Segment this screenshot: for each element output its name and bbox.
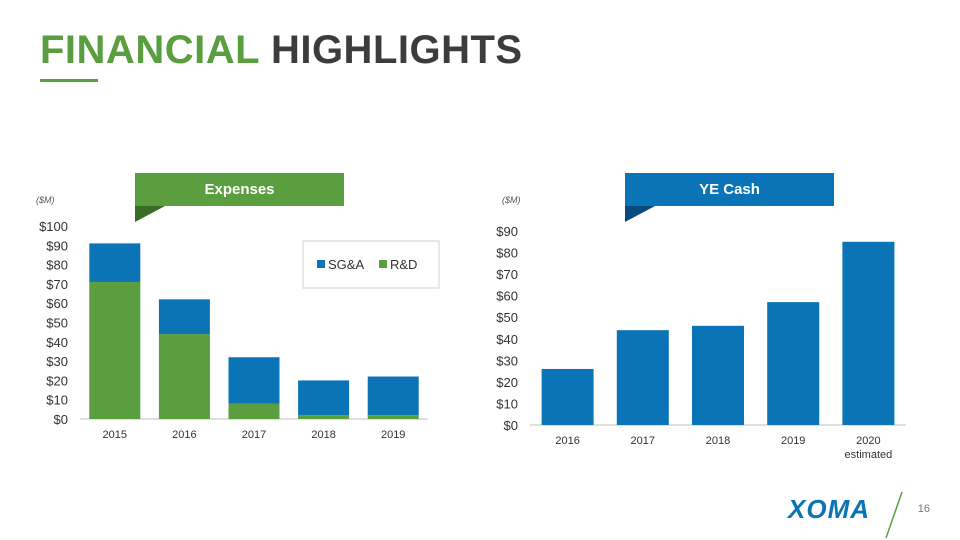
cash-xtick-label: 2017 [631,435,655,447]
cash-ytick-label: $90 [496,224,518,239]
expenses-ytick-label: $80 [46,258,68,273]
cash-xtick-sublabel: estimated [845,449,893,461]
expenses-bar-sga-2015 [89,243,141,282]
legend-swatch-sga [317,260,325,268]
cash-callout: YE Cash [625,173,834,206]
expenses-legend-box [302,240,440,289]
cash-title: YE Cash [699,181,760,198]
expenses-xtick-label: 2016 [172,429,196,441]
page-number: 16 [917,503,930,515]
expenses-xtick-label: 2017 [242,429,266,441]
legend-swatch-rd [379,260,387,268]
expenses-bar-rd-2018 [298,415,350,419]
expenses-bar-sga-2019 [367,376,419,416]
title-word-highlights: HIGHLIGHTS [270,28,523,72]
cash-xtick-label: 2016 [555,435,579,447]
title-underline [40,79,98,82]
expenses-ytick-label: $60 [46,296,68,311]
cash-xtick-label: 2018 [706,435,730,447]
logo-divider-slash [885,491,903,539]
expenses-bar-rd-2015 [89,281,141,419]
expenses-title: Expenses [204,181,275,198]
expenses-ytick-label: $70 [46,277,68,292]
cash-xtick-label: 2020 [856,435,880,447]
expenses-xtick-label: 2019 [381,429,405,441]
expenses-unit-label: ($M) [36,195,55,205]
expenses-ytick-label: $100 [39,219,68,234]
expenses-ytick-label: $30 [46,354,68,369]
expenses-bar-rd-2016 [158,334,210,419]
cash-ytick-label: $0 [504,418,518,433]
cash-ytick-label: $80 [496,246,518,261]
cash-callout-tail [625,206,655,222]
cash-ytick-label: $10 [496,396,518,411]
expenses-ytick-label: $90 [46,238,68,253]
expenses-ytick-label: $10 [46,393,68,408]
cash-bar-2018 [692,325,744,425]
expenses-bar-rd-2019 [367,415,419,419]
expenses-callout-tail [135,206,165,222]
cash-bar-2017 [616,330,669,425]
expenses-bar-sga-2018 [298,380,350,416]
cash-ytick-label: $60 [496,289,518,304]
expenses-bar-rd-2017 [228,403,280,419]
expenses-ytick-label: $20 [46,373,68,388]
cash-bar-2020 [842,241,895,425]
cash-bar-2016 [541,368,594,425]
expenses-bar-sga-2016 [158,299,210,335]
expenses-xtick-label: 2018 [311,429,335,441]
cash-xtick-label: 2019 [781,435,805,447]
legend-label-rd: R&D [390,257,417,272]
expenses-xtick-label: 2015 [103,429,127,441]
page-title: FINANCIAL HIGHLIGHTS [40,28,523,73]
expenses-ytick-label: $0 [54,412,68,427]
cash-ytick-label: $40 [496,332,518,347]
expenses-bar-sga-2017 [228,357,280,404]
cash-ytick-label: $30 [496,353,518,368]
expenses-ytick-label: $40 [46,335,68,350]
cash-ytick-label: $20 [496,375,518,390]
xoma-logo: XOMA [788,494,870,524]
cash-bar-2019 [767,302,820,425]
legend-label-sga: SG&A [328,257,364,272]
cash-unit-label: ($M) [502,195,521,205]
title-word-financial: FINANCIAL [40,28,260,72]
cash-ytick-label: $70 [496,267,518,282]
cash-ytick-label: $50 [496,310,518,325]
expenses-ytick-label: $50 [46,316,68,331]
expenses-callout: Expenses [135,173,344,206]
